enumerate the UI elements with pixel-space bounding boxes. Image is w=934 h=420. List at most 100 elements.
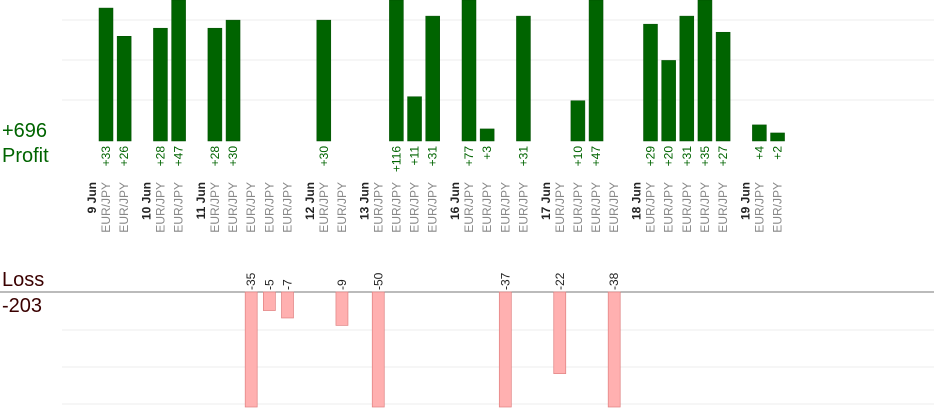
pair-label: EUR/JPY [662,182,676,233]
pair-label: EUR/JPY [589,182,603,233]
pair-label: EUR/JPY [335,182,349,233]
pair-label: EUR/JPY [172,182,186,233]
profit-value-label: +47 [172,146,186,167]
pair-label: EUR/JPY [607,182,621,233]
loss-value-label: -35 [244,272,258,290]
profit-value-label: +35 [698,146,712,167]
date-label: 10 Jun [139,182,153,220]
profit-bar [425,15,440,142]
loss-bar [335,291,349,326]
profit-bar [171,0,186,142]
loss-bar [281,291,294,319]
pair-label: EUR/JPY [408,182,422,233]
profit-bar [770,132,785,142]
pair-label: EUR/JPY [389,182,403,233]
profit-value-label: +28 [208,146,222,167]
pair-label: EUR/JPY [281,182,295,233]
pair-label: EUR/JPY [698,182,712,233]
loss-total: -203 [2,295,43,317]
loss-bar [553,291,567,374]
loss-bar [607,291,621,408]
profit-bar [153,27,168,142]
profit-value-label: +28 [153,146,167,167]
profit-bar [98,7,114,142]
profit-value-label: +10 [571,146,585,167]
profit-value-label: +29 [644,146,658,167]
profit-value-label: +31 [680,146,694,167]
profit-label: Profit [2,145,49,167]
date-label: 9 Jun [85,182,99,213]
pair-label: EUR/JPY [244,182,258,233]
pair-label: EUR/JPY [317,182,331,233]
profit-bar [516,15,531,142]
profit-bar [752,124,767,142]
profit-total: +696 [2,120,48,142]
bars [98,0,785,408]
pair-label: EUR/JPY [462,182,476,233]
loss-bar [371,291,385,408]
loss-bar [263,291,276,311]
profit-value-label: +27 [716,146,730,167]
profit-value-label: +3 [480,146,494,160]
profit-bar [643,23,658,142]
profit-value-label: +31 [516,146,530,167]
pair-label: EUR/JPY [153,182,167,233]
profit-bar [116,36,132,142]
profit-bar [570,100,586,142]
date-label: 16 Jun [448,182,462,220]
loss-value-label: -38 [607,272,621,290]
profit-bar [697,0,713,142]
profit-bar [661,60,676,142]
profit-bar [479,128,495,142]
loss-bar [498,291,512,408]
pair-label: EUR/JPY [371,182,385,233]
profit-value-label: +31 [426,146,440,167]
labels: 9 Jun +33 EUR/JPY +26 EUR/JPY 10 Jun +28 EUR/JP… [85,146,785,290]
loss-value-label: -37 [498,272,512,290]
profit-value-label: +2 [771,146,785,160]
pair-label: EUR/JPY [226,182,240,233]
profit-value-label: +30 [317,146,331,167]
loss-label: Loss [2,269,45,291]
loss-value-label: -50 [371,272,385,290]
pair-label: EUR/JPY [553,182,567,233]
date-label: 13 Jun [357,182,371,220]
pair-label: EUR/JPY [262,182,276,233]
profit-value-label: +116 [389,146,403,172]
pair-label: EUR/JPY [480,182,494,233]
profit-bar [207,27,223,142]
profit-bar [225,19,241,142]
profit-value-label: +20 [662,146,676,167]
pair-label: EUR/JPY [716,182,730,233]
profit-value-label: +47 [589,146,603,167]
profit-value-label: +77 [462,146,476,167]
profit-value-label: +4 [752,146,766,160]
pair-label: EUR/JPY [680,182,694,233]
date-label: 18 Jun [630,182,644,220]
profit-value-label: +26 [117,146,131,167]
profit-value-label: +11 [408,146,422,166]
date-label: 11 Jun [194,182,208,219]
pair-label: EUR/JPY [571,182,585,233]
pair-label: EUR/JPY [516,182,530,233]
loss-value-label: -5 [262,279,276,290]
pair-label: EUR/JPY [99,182,113,233]
pair-label: EUR/JPY [752,182,766,233]
date-label: 12 Jun [303,182,317,220]
pair-label: EUR/JPY [208,182,222,233]
pair-label: EUR/JPY [117,182,131,233]
profit-bar [715,31,731,142]
pair-label: EUR/JPY [498,182,512,233]
profit-bar [679,15,695,142]
pair-label: EUR/JPY [771,182,785,233]
date-label: 17 Jun [539,182,553,220]
profit-value-label: +30 [226,146,240,167]
profit-bar [407,96,422,142]
loss-value-label: -7 [281,279,295,290]
loss-bar [244,291,258,408]
date-label: 19 Jun [738,182,752,220]
pair-label: EUR/JPY [644,182,658,233]
gridlines [0,19,934,405]
profit-bar [316,19,332,142]
